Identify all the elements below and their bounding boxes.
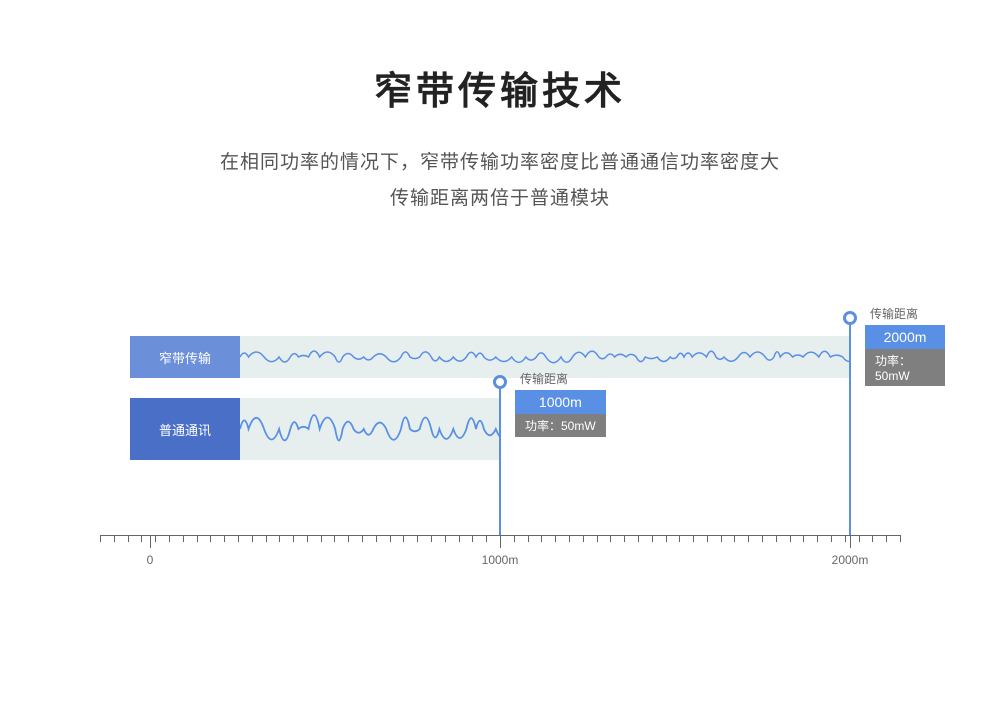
ruler-tick [831, 535, 832, 542]
normal-callout: 传输距离 1000m 功率：50mW [515, 370, 606, 437]
ruler-tick [762, 535, 763, 542]
ruler-tick [403, 535, 404, 542]
ruler-tick [238, 535, 239, 542]
subtitle-line-2: 传输距离两倍于普通模块 [0, 181, 1000, 217]
ruler-tick [472, 535, 473, 542]
normal-callout-distance: 1000m [515, 390, 606, 414]
ruler-tick [817, 535, 818, 542]
ruler-tick [390, 535, 391, 542]
ruler-tick [803, 535, 804, 542]
page-title: 窄带传输技术 [0, 60, 1000, 115]
ruler-tick [224, 535, 225, 542]
ruler-tick [776, 535, 777, 542]
ruler-tick [169, 535, 170, 542]
ruler-tick [128, 535, 129, 542]
ruler-tick [624, 535, 625, 542]
ruler-tick [293, 535, 294, 542]
ruler-tick [445, 535, 446, 542]
ruler-tick [307, 535, 308, 542]
ruler-tick [155, 535, 156, 542]
ruler-tick [610, 535, 611, 542]
ruler-tick [679, 535, 680, 542]
ruler-tick [721, 535, 722, 542]
normal-marker-pin-icon [493, 375, 507, 389]
ruler-tick [279, 535, 280, 542]
ruler-tick [486, 535, 487, 542]
ruler-tick [872, 535, 873, 542]
ruler-tick [348, 535, 349, 542]
narrowband-callout-title: 传输距离 [870, 305, 945, 322]
ruler-tick [859, 535, 860, 542]
ruler-tick [734, 535, 735, 542]
normal-callout-title: 传输距离 [520, 370, 606, 387]
page-subtitle: 在相同功率的情况下，窄带传输功率密度比普通通信功率密度大 传输距离两倍于普通模块 [0, 145, 1000, 217]
ruler-tick [334, 535, 335, 542]
ruler-label: 1000m [482, 553, 519, 567]
normal-wave-icon [240, 398, 500, 460]
ruler-tick [693, 535, 694, 542]
row-narrowband-label: 窄带传输 [130, 336, 240, 378]
ruler-tick [197, 535, 198, 542]
ruler-major-tick [150, 535, 151, 548]
ruler-tick [666, 535, 667, 542]
narrowband-callout: 传输距离 2000m 功率：50mW [865, 305, 945, 386]
ruler-tick [100, 535, 101, 542]
subtitle-line-1: 在相同功率的情况下，窄带传输功率密度比普通通信功率密度大 [0, 145, 1000, 181]
ruler-tick [141, 535, 142, 542]
row-normal-bar [240, 398, 500, 460]
ruler-tick [431, 535, 432, 542]
chart-area: 窄带传输 普通通讯 传输距离 2000m 功率：50mW 传输距离 1000m … [130, 335, 870, 461]
ruler-tick [569, 535, 570, 542]
ruler-tick [266, 535, 267, 542]
ruler-tick [541, 535, 542, 542]
ruler-tick [321, 535, 322, 542]
ruler-tick [886, 535, 887, 542]
ruler-tick [583, 535, 584, 542]
ruler-tick [417, 535, 418, 542]
row-narrowband: 窄带传输 [130, 335, 870, 379]
ruler-major-tick [500, 535, 501, 548]
ruler-tick [555, 535, 556, 542]
ruler-tick [514, 535, 515, 542]
ruler-tick [376, 535, 377, 542]
ruler-tick [790, 535, 791, 542]
narrowband-callout-power: 功率：50mW [865, 349, 945, 386]
ruler-tick [210, 535, 211, 542]
ruler-tick [845, 535, 846, 542]
ruler-label: 0 [147, 553, 154, 567]
narrowband-marker-line [849, 325, 851, 535]
ruler-major-tick [850, 535, 851, 548]
ruler-tick [183, 535, 184, 542]
ruler-tick [638, 535, 639, 542]
normal-callout-power: 功率：50mW [515, 414, 606, 437]
ruler: 0 1000m 2000m [100, 535, 900, 565]
ruler-tick [748, 535, 749, 542]
ruler-label: 2000m [832, 553, 869, 567]
narrowband-marker-pin-icon [843, 311, 857, 325]
ruler-tick [652, 535, 653, 542]
narrowband-callout-distance: 2000m [865, 325, 945, 349]
ruler-tick [362, 535, 363, 542]
ruler-tick [597, 535, 598, 542]
normal-marker-line [499, 389, 501, 535]
row-normal-label: 普通通讯 [130, 398, 240, 460]
ruler-tick [707, 535, 708, 542]
ruler-tick [900, 535, 901, 542]
ruler-tick [252, 535, 253, 542]
ruler-tick [528, 535, 529, 542]
ruler-tick [114, 535, 115, 542]
ruler-tick [459, 535, 460, 542]
